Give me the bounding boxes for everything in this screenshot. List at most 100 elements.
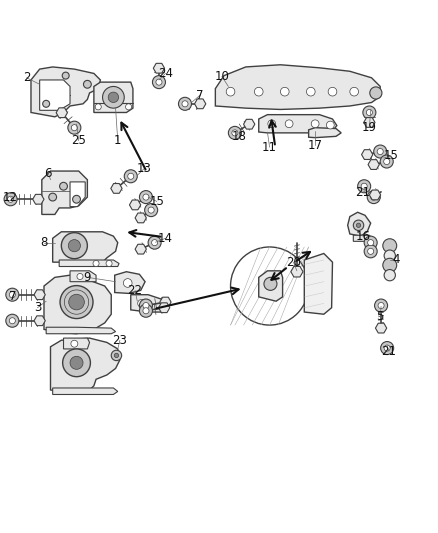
Polygon shape xyxy=(160,297,171,307)
Circle shape xyxy=(232,130,238,136)
Polygon shape xyxy=(70,271,96,281)
Circle shape xyxy=(9,292,15,298)
Circle shape xyxy=(371,194,377,200)
Polygon shape xyxy=(309,128,341,138)
Circle shape xyxy=(311,120,319,128)
Circle shape xyxy=(77,273,83,279)
Circle shape xyxy=(178,98,191,110)
Circle shape xyxy=(70,356,83,369)
Polygon shape xyxy=(361,150,373,159)
Circle shape xyxy=(73,196,81,203)
Circle shape xyxy=(367,248,374,254)
Circle shape xyxy=(95,104,101,110)
Circle shape xyxy=(128,173,134,179)
Circle shape xyxy=(102,86,124,108)
Circle shape xyxy=(106,261,112,266)
Circle shape xyxy=(383,239,397,253)
Polygon shape xyxy=(291,266,303,277)
Text: 2: 2 xyxy=(23,71,30,84)
Text: 25: 25 xyxy=(71,134,86,147)
Polygon shape xyxy=(375,323,387,333)
Circle shape xyxy=(111,350,122,361)
Circle shape xyxy=(71,340,78,347)
Circle shape xyxy=(68,121,81,134)
Circle shape xyxy=(228,126,241,140)
Text: 9: 9 xyxy=(84,271,91,284)
Circle shape xyxy=(264,277,277,290)
Polygon shape xyxy=(64,338,89,349)
Circle shape xyxy=(367,240,374,246)
Circle shape xyxy=(108,92,119,102)
Text: 10: 10 xyxy=(215,70,230,83)
Polygon shape xyxy=(353,235,372,241)
Circle shape xyxy=(156,79,162,85)
Polygon shape xyxy=(53,232,118,262)
Polygon shape xyxy=(115,272,145,293)
Polygon shape xyxy=(46,327,116,334)
Text: 4: 4 xyxy=(392,254,400,266)
Polygon shape xyxy=(259,115,337,133)
Polygon shape xyxy=(244,119,255,129)
Circle shape xyxy=(152,76,166,88)
Circle shape xyxy=(364,245,377,258)
Circle shape xyxy=(285,120,293,128)
Circle shape xyxy=(69,294,85,310)
Circle shape xyxy=(143,303,149,309)
Polygon shape xyxy=(153,63,165,73)
Polygon shape xyxy=(53,388,118,394)
Circle shape xyxy=(84,80,91,88)
Text: 15: 15 xyxy=(384,149,399,163)
Circle shape xyxy=(93,261,99,266)
Circle shape xyxy=(182,101,188,107)
Circle shape xyxy=(42,100,49,107)
Circle shape xyxy=(350,87,359,96)
Circle shape xyxy=(71,125,78,131)
Text: 11: 11 xyxy=(262,141,277,154)
Circle shape xyxy=(124,169,137,183)
Circle shape xyxy=(6,314,19,327)
Polygon shape xyxy=(135,213,146,223)
Circle shape xyxy=(366,109,372,116)
Text: 5: 5 xyxy=(377,310,384,323)
Text: 19: 19 xyxy=(362,121,377,134)
Circle shape xyxy=(367,191,380,204)
Circle shape xyxy=(139,299,152,312)
Polygon shape xyxy=(50,338,120,390)
Polygon shape xyxy=(42,171,87,214)
Text: 7: 7 xyxy=(9,290,16,303)
Circle shape xyxy=(363,106,376,119)
Circle shape xyxy=(68,240,81,252)
Polygon shape xyxy=(31,67,100,117)
Circle shape xyxy=(254,87,263,96)
Circle shape xyxy=(6,288,19,301)
Polygon shape xyxy=(369,190,381,200)
Circle shape xyxy=(62,72,69,79)
Circle shape xyxy=(61,233,87,259)
Circle shape xyxy=(7,196,14,203)
Circle shape xyxy=(226,87,235,96)
Circle shape xyxy=(143,194,149,200)
Circle shape xyxy=(357,223,360,228)
Circle shape xyxy=(4,193,17,206)
Circle shape xyxy=(138,300,145,308)
Circle shape xyxy=(49,193,57,201)
Circle shape xyxy=(358,180,371,193)
Polygon shape xyxy=(56,108,67,118)
Polygon shape xyxy=(215,65,380,109)
Text: 6: 6 xyxy=(45,167,52,180)
Circle shape xyxy=(370,87,382,99)
Polygon shape xyxy=(59,260,119,266)
Circle shape xyxy=(384,158,390,165)
Polygon shape xyxy=(159,303,170,312)
Text: 17: 17 xyxy=(307,139,323,151)
Circle shape xyxy=(60,182,67,190)
Circle shape xyxy=(374,299,388,312)
Circle shape xyxy=(383,259,397,272)
Circle shape xyxy=(9,318,15,324)
Text: 18: 18 xyxy=(232,130,247,143)
Circle shape xyxy=(143,308,149,314)
Circle shape xyxy=(148,207,154,213)
Circle shape xyxy=(139,304,152,317)
Circle shape xyxy=(148,236,161,249)
Circle shape xyxy=(384,270,396,281)
